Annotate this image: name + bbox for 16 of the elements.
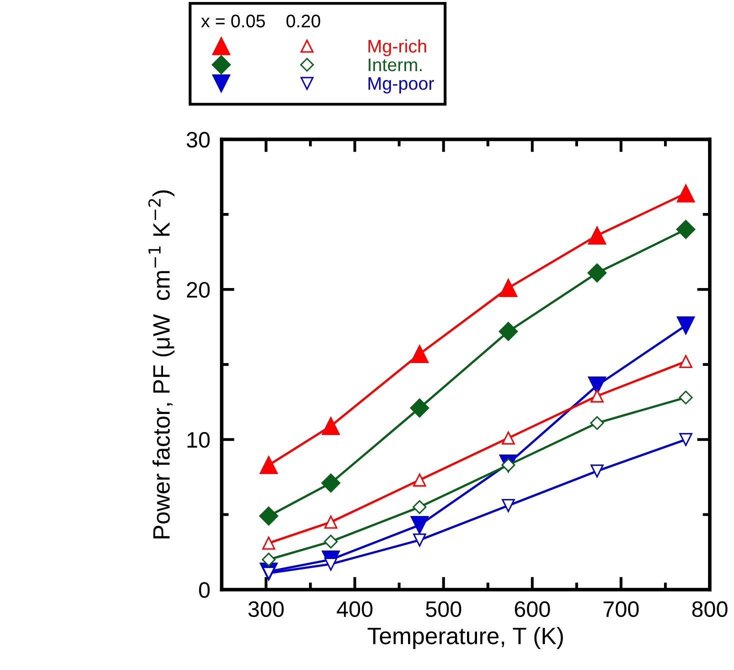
legend-title: x = 0.05 0.20 [201, 14, 320, 28]
x-tick-label: 400 [336, 601, 372, 618]
x-tick-label: 800 [692, 601, 728, 618]
x-tick-label: 500 [426, 601, 462, 618]
x-tick-label: 300 [248, 601, 284, 618]
text: Interm. [368, 58, 422, 72]
text: Mg-rich [368, 39, 426, 56]
y-tick-label: 10 [188, 432, 210, 448]
x-axis-title: Temperature, T (K) [368, 626, 563, 649]
x-tick-label: 600 [514, 601, 550, 618]
y-axis-title: Power factor, PF (μW cm$^{−1}$ K$^{−2}$) [148, 190, 174, 538]
y-tick-label: 20 [186, 282, 210, 298]
y-tick-label: 0 [199, 582, 210, 598]
x-tick-label: 700 [604, 601, 639, 618]
y-tick-label: 30 [186, 132, 210, 148]
text: Mg-poor [368, 77, 434, 94]
